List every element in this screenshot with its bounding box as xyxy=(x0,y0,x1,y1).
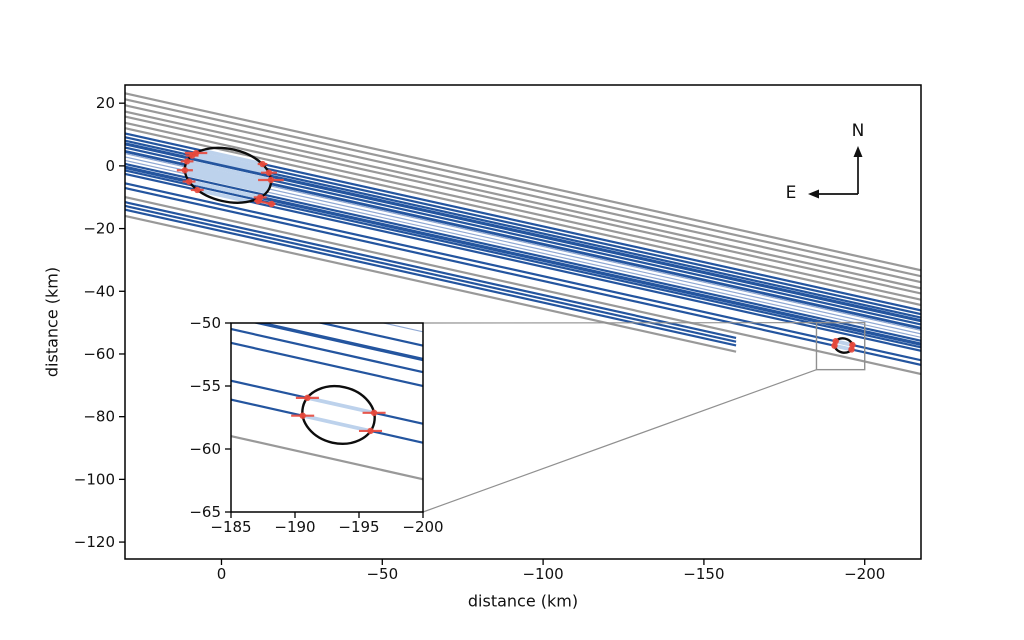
track-line xyxy=(125,92,921,272)
y-tick-label: −100 xyxy=(74,470,115,488)
main-axes-content xyxy=(125,92,921,376)
y-tick-label: −50 xyxy=(189,314,221,332)
x-tick-label: −200 xyxy=(844,565,885,583)
chord-segment xyxy=(186,159,272,182)
chord-endpoint-marker xyxy=(268,200,275,208)
chord-endpoint-marker xyxy=(370,409,378,417)
chord-segment xyxy=(307,396,375,415)
track-line xyxy=(125,186,921,366)
chord-endpoint-marker xyxy=(299,412,306,419)
chord-endpoint-marker xyxy=(831,342,838,349)
chord-endpoint-marker xyxy=(304,394,311,402)
track-line xyxy=(125,162,921,342)
track-line xyxy=(125,142,921,323)
y-tick-label: −40 xyxy=(83,282,115,300)
compass xyxy=(808,146,863,199)
inset-indicator xyxy=(422,321,866,513)
track-line xyxy=(125,182,921,362)
chord-endpoint-marker xyxy=(183,158,191,165)
main-axes-frame xyxy=(124,84,922,560)
y-tick-label: −60 xyxy=(189,440,221,458)
chord-segment xyxy=(184,171,268,194)
chord-endpoint-marker xyxy=(181,167,189,174)
track-line xyxy=(0,0,647,136)
compass-north-label: N xyxy=(851,121,865,141)
inset-connector-bottom xyxy=(422,369,817,513)
chord-endpoint-marker xyxy=(185,178,193,185)
x-tick-label: −185 xyxy=(210,518,251,536)
compass-north-arrowhead-icon xyxy=(853,146,863,157)
ellipse-fit-secondary xyxy=(301,384,376,445)
x-tick-label: −190 xyxy=(274,518,315,536)
track-line xyxy=(125,127,921,307)
track-line xyxy=(125,196,921,376)
inset-axes-frame xyxy=(230,322,424,513)
chord-segment xyxy=(185,162,272,186)
track-line xyxy=(125,110,921,290)
ellipse-fit-main xyxy=(183,146,273,204)
x-tick-label: −100 xyxy=(522,565,563,583)
track-line xyxy=(125,104,921,284)
x-tick-label: 0 xyxy=(217,565,227,583)
track-line xyxy=(0,0,647,186)
track-line xyxy=(125,204,737,343)
x-tick-label: −200 xyxy=(402,518,443,536)
y-tick-label: −65 xyxy=(189,503,221,521)
track-line xyxy=(125,98,921,278)
track-line xyxy=(0,0,647,330)
track-line xyxy=(125,115,921,295)
x-tick-label: −150 xyxy=(683,565,724,583)
track-line xyxy=(125,121,921,301)
compass-east-label: E xyxy=(785,183,797,203)
chord-segment xyxy=(191,153,270,175)
main-axes: 0 −50 −100 −150 −200 20 0 −20 −40 −60 −80 −100 −120 xyxy=(74,84,922,583)
track-line xyxy=(125,201,737,339)
chord-segment xyxy=(188,179,261,200)
y-tick-label: 20 xyxy=(96,94,115,112)
chord-endpoint-marker xyxy=(267,176,275,184)
chord-endpoint-marker xyxy=(259,160,266,168)
x-tick-label: −195 xyxy=(338,518,379,536)
chord-endpoint-marker xyxy=(265,169,273,176)
chord-endpoint-marker xyxy=(848,346,855,353)
x-axis-label: distance (km) xyxy=(467,591,579,611)
track-line xyxy=(0,0,647,160)
chord-endpoint-marker xyxy=(367,427,374,435)
y-tick-label: 0 xyxy=(105,157,115,175)
compass-east-arrowhead-icon xyxy=(808,189,819,199)
inset-axes-content xyxy=(0,0,647,481)
x-tick-label: −50 xyxy=(366,565,398,583)
track-line xyxy=(125,214,737,353)
y-tick-label: −80 xyxy=(83,408,115,426)
y-tick-label: −20 xyxy=(83,220,115,238)
y-tick-label: −55 xyxy=(189,377,221,395)
chord-segment xyxy=(195,151,267,171)
track-line xyxy=(125,169,921,349)
chord-segment xyxy=(201,148,263,166)
chord-segment xyxy=(184,168,270,191)
y-tick-label: −120 xyxy=(74,533,115,551)
chord-segment xyxy=(196,188,250,204)
y-axis-label: distance (km) xyxy=(42,266,62,378)
inset-axes: −185 −190 −195 −200 −50 −55 −60 −65 xyxy=(189,314,443,536)
y-tick-label: −60 xyxy=(83,345,115,363)
chord-endpoint-marker xyxy=(194,186,201,194)
chord-endpoint-marker xyxy=(254,197,262,205)
chord-segment xyxy=(184,165,271,188)
chord-endpoint-marker xyxy=(188,152,196,159)
inset-indicator-rect xyxy=(815,321,866,371)
chord-segment xyxy=(302,413,371,433)
